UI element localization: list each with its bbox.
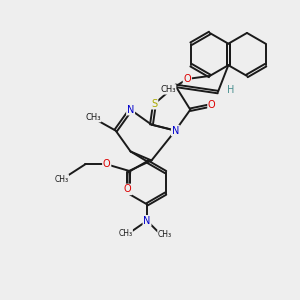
Text: S: S [152,99,158,109]
Text: O: O [208,100,216,110]
Text: CH₃: CH₃ [85,113,101,122]
Text: O: O [124,184,131,194]
Text: O: O [103,159,110,169]
Text: CH₃: CH₃ [160,85,176,94]
Text: N: N [172,126,179,136]
Text: CH₃: CH₃ [158,230,172,239]
Text: CH₃: CH₃ [118,229,132,238]
Text: N: N [127,105,134,115]
Text: N: N [143,216,151,226]
Text: CH₃: CH₃ [54,175,68,184]
Text: O: O [184,74,191,84]
Text: H: H [227,85,234,95]
